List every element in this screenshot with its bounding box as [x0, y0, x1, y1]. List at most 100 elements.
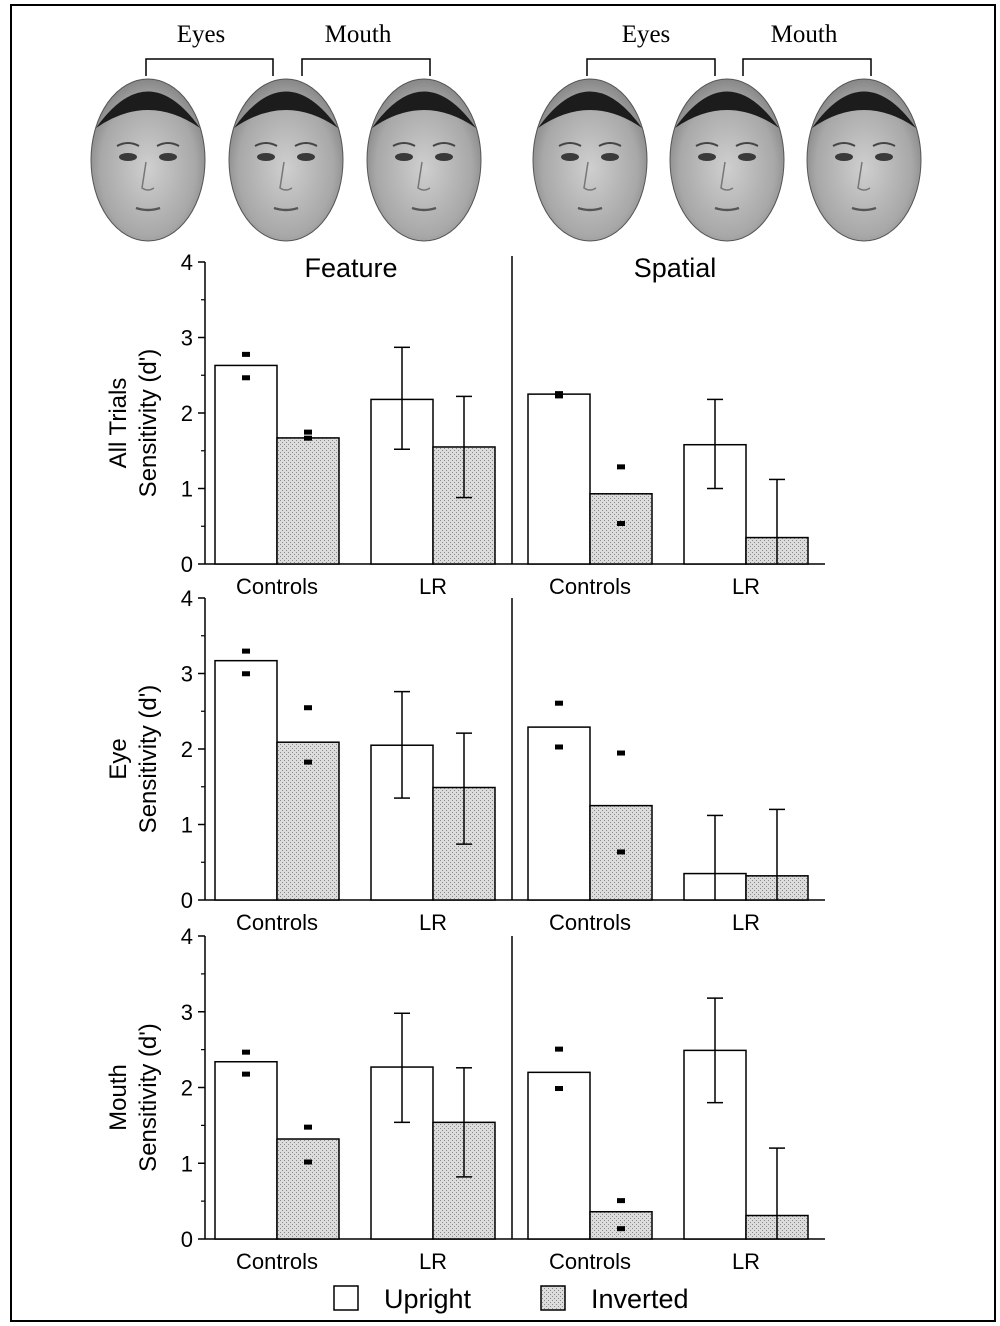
y-tick-label: 1 [181, 477, 193, 502]
right-brow [294, 142, 318, 147]
legend-label-inverted: Inverted [591, 1284, 689, 1314]
panel-spatial: Controls LR [527, 700, 809, 935]
individual-marker [617, 464, 625, 470]
x-tick-label: Controls [236, 1249, 318, 1274]
chart-row-1: 0 1 2 3 4 All Trials Sensitivity (d') Feature Co… [105, 250, 825, 599]
x-tick-label: Controls [549, 574, 631, 599]
right-eye [875, 153, 893, 161]
individual-marker [242, 375, 250, 381]
bracket-spatial-eyes [586, 58, 716, 76]
bar-inverted-controls [276, 1138, 340, 1240]
individual-marker [242, 648, 250, 654]
bar-upright-controls [527, 1071, 591, 1240]
bracket-feature-mouth [301, 58, 431, 76]
x-tick-label: LR [419, 910, 447, 935]
y-tick-label: 2 [181, 737, 193, 762]
legend-swatch-inverted [540, 1285, 566, 1311]
left-eye [257, 153, 275, 161]
individual-marker [617, 1226, 625, 1232]
y-axis-label-unit: Sensitivity (d') [135, 685, 162, 834]
y-tick-label: 0 [181, 1227, 193, 1252]
face-oval [228, 78, 344, 242]
panel-feature: Controls LR [214, 648, 496, 935]
bar-inverted-controls [589, 1210, 653, 1240]
individual-marker [304, 705, 312, 711]
bracket-feature-eyes [145, 58, 274, 76]
legend-label-upright: Upright [384, 1284, 472, 1314]
individual-marker [242, 351, 250, 357]
right-brow [872, 142, 896, 147]
face-oval [669, 78, 785, 242]
face-spatial-face-3 [806, 78, 922, 242]
individual-marker [617, 849, 625, 855]
right-brow [735, 142, 759, 147]
bar-upright-controls [527, 393, 591, 565]
face-oval [366, 78, 482, 242]
headband [96, 91, 200, 128]
right-eye [159, 153, 177, 161]
x-tick-label: Controls [236, 574, 318, 599]
x-tick-label: Controls [549, 1249, 631, 1274]
headband [675, 91, 779, 128]
right-eye [738, 153, 756, 161]
face-oval [806, 78, 922, 242]
bar-upright-controls [214, 1060, 278, 1240]
panel-spatial: Spatial Controls LR [527, 253, 809, 599]
nose [141, 161, 155, 191]
nose [583, 161, 597, 191]
bracket-label-spatial-eyes: Eyes [622, 21, 671, 48]
individual-marker [617, 1198, 625, 1204]
individual-marker [555, 700, 563, 706]
face-feature-face-1 [90, 78, 206, 242]
left-brow [832, 142, 856, 147]
panel-spatial: Controls LR [527, 997, 809, 1274]
face-feature-face-2 [228, 78, 344, 242]
face-oval [532, 78, 648, 242]
right-brow [598, 142, 622, 147]
individual-marker [555, 1086, 563, 1092]
panel-title: Feature [304, 253, 397, 283]
y-axis-label-measure: All Trials [105, 378, 132, 469]
individual-marker [242, 671, 250, 677]
face-spatial-face-2 [669, 78, 785, 242]
y-tick-label: 0 [181, 888, 193, 913]
mouth [714, 206, 740, 212]
x-tick-label: LR [419, 1249, 447, 1274]
face-spatial-face-1 [532, 78, 648, 242]
left-brow [392, 142, 416, 147]
headband [812, 91, 916, 128]
x-tick-label: Controls [549, 910, 631, 935]
x-tick-label: LR [732, 910, 760, 935]
individual-marker [555, 1046, 563, 1052]
x-tick-label: LR [419, 574, 447, 599]
left-eye [698, 153, 716, 161]
bar-inverted-controls [276, 437, 340, 565]
individual-marker [304, 1159, 312, 1165]
bar-upright-controls [527, 726, 591, 901]
bar-inverted-controls [276, 741, 340, 901]
y-axis-label-measure: Eye [105, 738, 132, 779]
y-tick-label: 0 [181, 552, 193, 577]
bracket-label-spatial-mouth: Mouth [771, 21, 838, 48]
nose [720, 161, 734, 191]
right-eye [297, 153, 315, 161]
headband [372, 91, 476, 128]
mouth [577, 206, 603, 212]
y-tick-label: 4 [181, 924, 193, 949]
y-tick-label: 1 [181, 1151, 193, 1176]
y-tick-label: 1 [181, 813, 193, 838]
right-brow [156, 142, 180, 147]
x-tick-label: LR [732, 1249, 760, 1274]
bar-inverted-controls [589, 493, 653, 565]
legend: Upright Inverted [333, 1284, 689, 1314]
headband [234, 91, 338, 128]
y-axis-label-measure: Mouth [105, 1064, 132, 1131]
individual-marker [555, 744, 563, 750]
mouth [135, 206, 161, 212]
individual-marker [617, 750, 625, 756]
y-tick-label: 4 [181, 250, 193, 275]
